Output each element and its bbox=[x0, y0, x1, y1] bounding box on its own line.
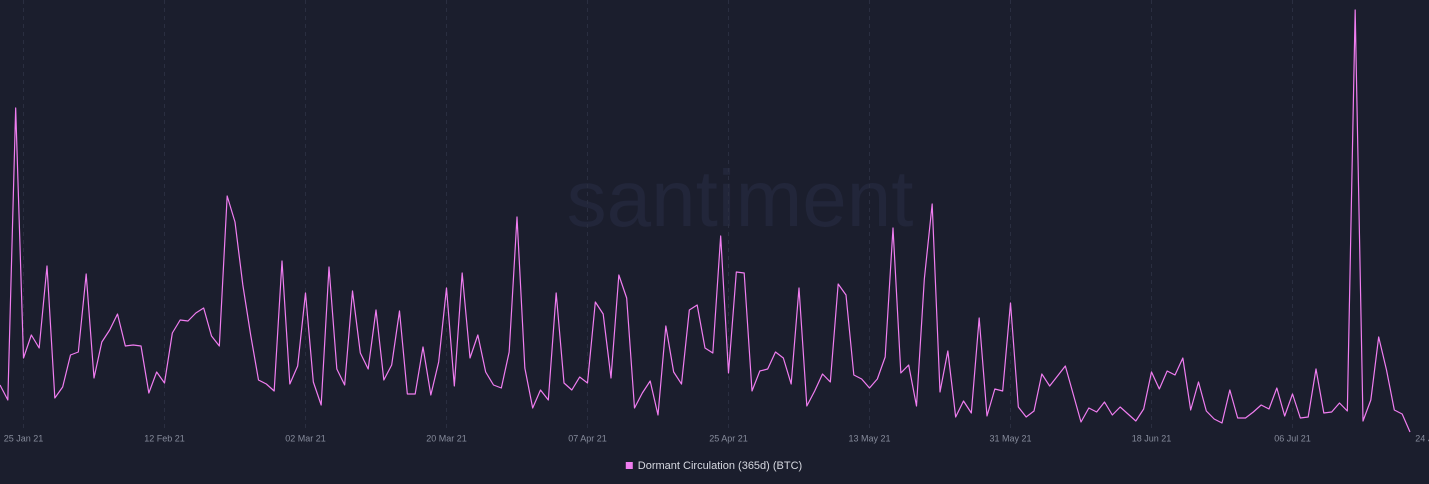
legend-label: Dormant Circulation (365d) (BTC) bbox=[638, 460, 802, 472]
legend-swatch bbox=[625, 462, 633, 469]
x-tick-label: 25 Jan 21 bbox=[4, 433, 44, 443]
x-tick-label: 02 Mar 21 bbox=[285, 433, 326, 443]
x-tick-label: 18 Jun 21 bbox=[1132, 433, 1172, 443]
x-tick-label: 13 May 21 bbox=[848, 433, 890, 443]
x-tick-label: 07 Apr 21 bbox=[568, 433, 607, 443]
line bbox=[0, 9, 1411, 433]
x-tick-label: 24 Jul 21 bbox=[1415, 433, 1429, 443]
x-tick-label: 31 May 21 bbox=[989, 433, 1031, 443]
x-tick-label: 06 Jul 21 bbox=[1274, 433, 1311, 443]
x-tick-label: 12 Feb 21 bbox=[144, 433, 185, 443]
watermark: santiment bbox=[567, 154, 914, 243]
x-tick-label: 20 Mar 21 bbox=[426, 433, 467, 443]
x-tick-label: 25 Apr 21 bbox=[709, 433, 748, 443]
